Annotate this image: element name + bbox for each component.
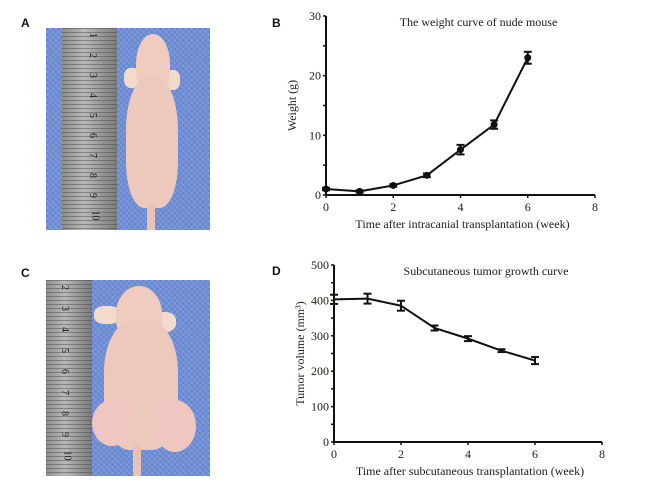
x-tick-label: 8 xyxy=(592,200,598,214)
chart-title: The weight curve of nude mouse xyxy=(400,15,558,29)
panel-label-c: C xyxy=(21,266,30,280)
x-tick-label: 4 xyxy=(458,200,464,214)
panel-label-a: A xyxy=(21,16,30,30)
data-point xyxy=(457,146,464,154)
mouse-body xyxy=(126,78,178,208)
error-bar xyxy=(397,299,405,312)
data-point xyxy=(524,54,532,62)
x-tick-label: 2 xyxy=(390,200,396,214)
y-tick-label: 0 xyxy=(323,435,329,449)
mouse-tail xyxy=(133,445,141,476)
error-bar xyxy=(363,292,372,305)
x-tick-label: 2 xyxy=(398,447,404,461)
x-tick-label: 8 xyxy=(599,447,605,461)
tumor xyxy=(92,400,132,446)
y-tick-label: 300 xyxy=(311,329,329,343)
error-bar xyxy=(531,356,539,366)
tumor xyxy=(154,400,196,452)
y-axis-label: Tumor volume (mm³) xyxy=(293,301,307,406)
y-tick-label: 500 xyxy=(311,258,329,272)
chart-title: Subcutaneous tumor growth curve xyxy=(404,264,569,278)
data-point xyxy=(322,185,330,193)
y-tick-label: 400 xyxy=(311,293,329,307)
mouse-ear xyxy=(94,306,120,324)
ruler: 2 3 4 5 6 7 8 9 10 xyxy=(46,280,92,476)
panel-label-d: D xyxy=(272,264,281,278)
mouse-photo-c: 2 3 4 5 6 7 8 9 10 xyxy=(46,280,210,476)
y-tick-label: 30 xyxy=(309,9,321,23)
error-bar xyxy=(464,335,472,343)
ruler: 1 2 3 4 5 6 7 8 9 10 xyxy=(62,28,117,230)
panel-label-b: B xyxy=(272,16,281,30)
y-tick-label: 200 xyxy=(311,364,329,378)
data-point xyxy=(423,171,431,179)
x-tick-label: 6 xyxy=(532,447,538,461)
y-tick-label: 100 xyxy=(311,400,329,414)
y-tick-label: 10 xyxy=(309,128,321,142)
data-point xyxy=(356,187,364,195)
mouse-photo-a: 1 2 3 4 5 6 7 8 9 10 xyxy=(46,28,210,230)
x-tick-label: 0 xyxy=(323,200,329,214)
y-tick-label: 0 xyxy=(315,188,321,202)
y-tick-label: 20 xyxy=(309,69,321,83)
x-tick-label: 0 xyxy=(331,447,337,461)
error-bar xyxy=(330,293,338,305)
x-axis-label: Time after subcutaneous transplantation … xyxy=(356,464,584,478)
x-tick-label: 4 xyxy=(465,447,471,461)
error-bar xyxy=(497,348,506,354)
error-bar xyxy=(430,324,439,332)
mouse-tail xyxy=(147,203,155,230)
data-point xyxy=(490,121,498,129)
x-axis-label: Time after intracanial transplantation (… xyxy=(355,217,569,231)
data-point xyxy=(389,181,397,189)
x-tick-label: 6 xyxy=(525,200,531,214)
y-axis-label: Weight (g) xyxy=(285,80,299,131)
